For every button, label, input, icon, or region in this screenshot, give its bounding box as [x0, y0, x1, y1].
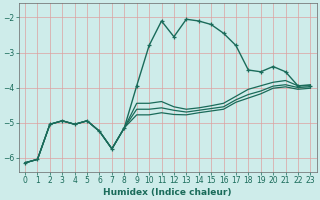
- X-axis label: Humidex (Indice chaleur): Humidex (Indice chaleur): [103, 188, 232, 197]
